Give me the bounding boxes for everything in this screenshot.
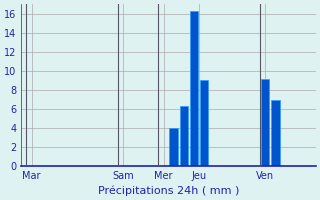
Bar	[190, 11, 198, 166]
X-axis label: Précipitations 24h ( mm ): Précipitations 24h ( mm )	[98, 185, 239, 196]
Bar	[261, 79, 269, 166]
Bar	[200, 80, 208, 166]
Bar	[180, 106, 188, 166]
Bar	[169, 128, 178, 166]
Bar	[271, 100, 280, 166]
